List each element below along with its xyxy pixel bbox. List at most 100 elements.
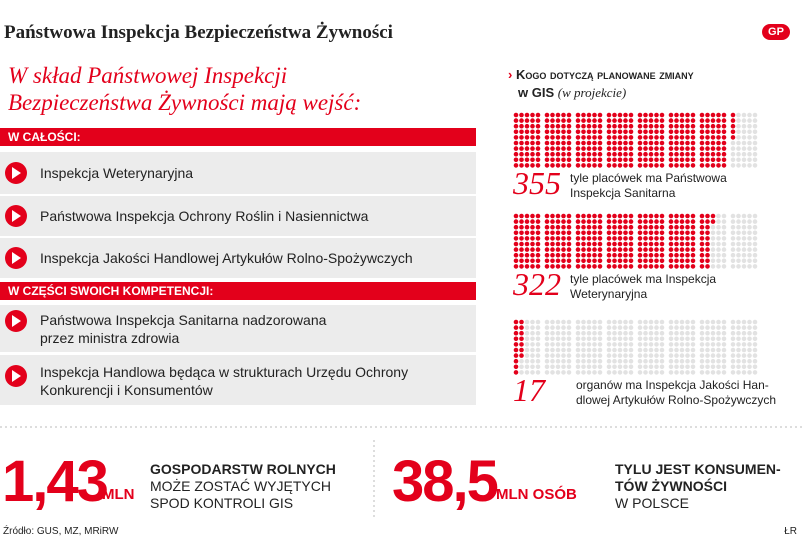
dot xyxy=(617,219,623,224)
empty-dot xyxy=(668,342,674,347)
dot xyxy=(513,258,519,264)
dot xyxy=(524,213,530,219)
dot xyxy=(705,247,710,252)
dot xyxy=(606,135,612,140)
dot xyxy=(623,129,628,135)
empty-dot xyxy=(555,358,561,364)
empty-dot xyxy=(685,370,690,375)
empty-dot xyxy=(679,364,685,370)
dot xyxy=(566,123,572,129)
empty-dot xyxy=(747,347,752,353)
dot xyxy=(519,140,524,146)
empty-dot xyxy=(730,224,736,230)
dot xyxy=(628,157,634,163)
dot xyxy=(597,135,603,140)
dot xyxy=(524,241,530,247)
empty-dot xyxy=(592,330,597,336)
dot xyxy=(690,241,696,247)
empty-dot xyxy=(679,325,685,330)
empty-dot xyxy=(530,353,535,358)
empty-dot xyxy=(736,330,741,336)
dot xyxy=(519,112,524,118)
dot xyxy=(668,264,674,269)
empty-dot xyxy=(561,353,566,358)
empty-dot xyxy=(550,325,555,330)
dot xyxy=(690,224,696,230)
empty-dot xyxy=(623,330,628,336)
empty-dot xyxy=(716,230,721,236)
dot xyxy=(544,129,550,135)
empty-dot xyxy=(617,330,623,336)
dot xyxy=(519,264,524,269)
empty-dot xyxy=(730,230,736,236)
dot xyxy=(530,118,535,123)
item-line: Państwowa Inspekcja Sanitarna nadzorowan… xyxy=(40,312,327,328)
empty-dot xyxy=(741,219,747,224)
dot xyxy=(705,219,710,224)
empty-dot xyxy=(535,358,541,364)
dot xyxy=(648,157,654,163)
empty-dot xyxy=(581,347,586,353)
empty-dot xyxy=(612,330,617,336)
empty-dot xyxy=(586,336,592,342)
dot xyxy=(555,112,561,118)
empty-dot xyxy=(597,364,603,370)
dot xyxy=(519,236,524,241)
empty-dot xyxy=(555,336,561,342)
stat-line: GOSPODARSTW ROLNYCH xyxy=(150,461,336,477)
empty-dot xyxy=(752,330,758,336)
dot xyxy=(530,230,535,236)
empty-dot xyxy=(597,319,603,325)
dot xyxy=(643,230,648,236)
empty-dot xyxy=(623,342,628,347)
empty-dot xyxy=(623,347,628,353)
dot xyxy=(699,247,705,252)
dot xyxy=(659,213,665,219)
empty-dot xyxy=(741,230,747,236)
dot xyxy=(513,364,519,370)
empty-dot xyxy=(617,319,623,325)
dot xyxy=(721,157,727,163)
dot xyxy=(592,258,597,264)
empty-dot xyxy=(555,364,561,370)
dot xyxy=(654,258,659,264)
dot xyxy=(581,252,586,258)
dot xyxy=(705,118,710,123)
dot xyxy=(659,112,665,118)
empty-dot xyxy=(705,342,710,347)
empty-dot xyxy=(716,264,721,269)
dot xyxy=(679,252,685,258)
empty-dot xyxy=(747,163,752,168)
empty-dot xyxy=(752,129,758,135)
empty-dot xyxy=(730,258,736,264)
dot xyxy=(637,163,643,168)
dot xyxy=(550,230,555,236)
empty-dot xyxy=(597,370,603,375)
empty-dot xyxy=(752,123,758,129)
empty-dot xyxy=(752,370,758,375)
dot xyxy=(643,224,648,230)
empty-dot xyxy=(586,342,592,347)
empty-dot xyxy=(561,336,566,342)
empty-dot xyxy=(747,264,752,269)
group-line: organów ma Inspekcja Jakości Han- xyxy=(576,378,769,392)
dot xyxy=(637,258,643,264)
dot xyxy=(519,353,524,358)
empty-dot xyxy=(561,347,566,353)
empty-dot xyxy=(705,370,710,375)
dot xyxy=(699,151,705,157)
dot xyxy=(617,163,623,168)
dot xyxy=(668,129,674,135)
empty-dot xyxy=(674,347,679,353)
dot xyxy=(628,258,634,264)
dot xyxy=(530,157,535,163)
empty-dot xyxy=(648,370,654,375)
empty-dot xyxy=(597,358,603,364)
empty-dot xyxy=(668,370,674,375)
dot xyxy=(628,129,634,135)
dot xyxy=(550,163,555,168)
dot xyxy=(592,118,597,123)
dot xyxy=(519,146,524,151)
dot xyxy=(575,140,581,146)
empty-dot xyxy=(736,241,741,247)
